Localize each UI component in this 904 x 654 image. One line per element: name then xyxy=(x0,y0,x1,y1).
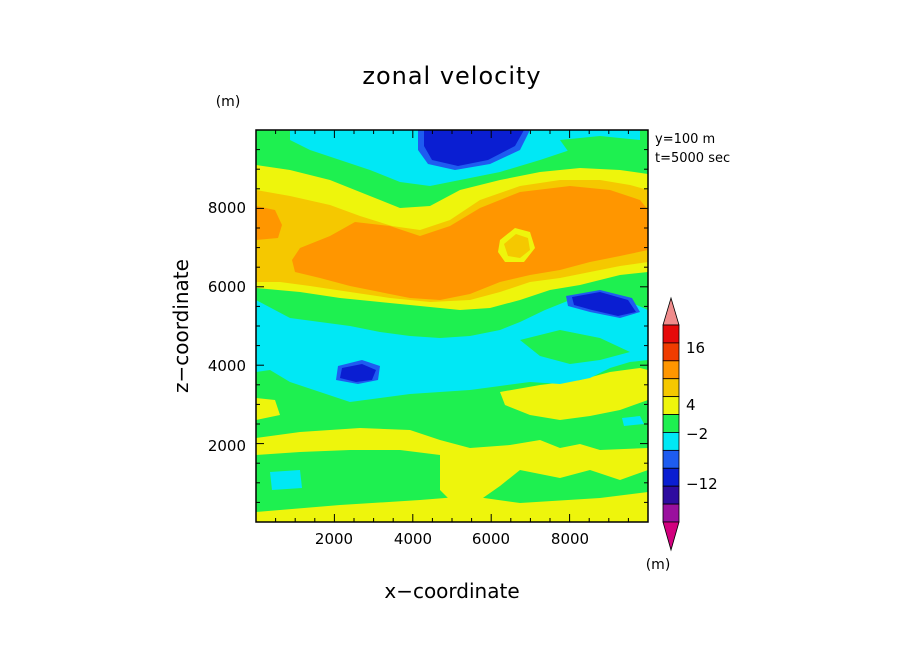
annotation-y: y=100 m xyxy=(655,132,715,147)
band-darkblue-right xyxy=(572,292,636,316)
colorbar-label: −12 xyxy=(686,475,718,493)
colorbar-segment xyxy=(662,342,680,362)
colorbar-segment xyxy=(662,449,680,469)
y-axis-title: z−coordinate xyxy=(169,259,193,393)
y-tick-label: 2000 xyxy=(208,437,246,455)
band-darkblue-top xyxy=(424,130,524,166)
x-axis-unit: (m) xyxy=(646,557,671,573)
band-yellow-mid xyxy=(500,368,648,420)
contour-field xyxy=(256,130,648,522)
colorbar-min-triangle xyxy=(662,521,680,552)
colorbar-segment xyxy=(662,432,680,451)
annotation-t: t=5000 sec xyxy=(655,151,730,166)
x-tick-labels: 2000 4000 6000 8000 xyxy=(315,530,589,548)
band-orange-inset xyxy=(504,234,530,258)
colorbar-label: 4 xyxy=(686,396,696,414)
colorbar-labels: 16 4 −2 −12 xyxy=(686,339,718,493)
band-darkblue-left xyxy=(340,364,376,382)
colorbar-segment xyxy=(662,396,680,415)
band-yellow-bottom xyxy=(256,492,648,522)
colorbar-label: −2 xyxy=(686,425,708,443)
colorbar-label: 16 xyxy=(686,339,705,357)
x-tick-label: 6000 xyxy=(472,530,510,548)
band-cyan-lower-left xyxy=(270,470,302,490)
y-tick-label: 4000 xyxy=(208,357,246,375)
band-green-top-right xyxy=(560,136,640,158)
colorbar-segment xyxy=(662,360,680,380)
band-green-patch-mid xyxy=(520,330,630,364)
minor-ticks xyxy=(256,130,648,522)
band-darkorange-left xyxy=(256,206,282,240)
x-tick-label: 2000 xyxy=(315,530,353,548)
colorbar-max-triangle xyxy=(662,296,680,326)
band-darkorange-main xyxy=(292,186,648,300)
colorbar-segment xyxy=(662,324,680,344)
x-tick-label: 8000 xyxy=(551,530,589,548)
colorbar-segment xyxy=(662,378,680,398)
x-tick-label: 4000 xyxy=(394,530,432,548)
colorbar-segment xyxy=(662,414,680,433)
y-tick-label: 6000 xyxy=(208,278,246,296)
y-tick-labels: 8000 6000 4000 2000 xyxy=(208,199,246,455)
colorbar-segment xyxy=(662,485,680,505)
y-axis-unit: (m) xyxy=(216,94,241,110)
y-tick-label: 8000 xyxy=(208,199,246,217)
colorbar-segment xyxy=(662,503,680,523)
x-axis-title: x−coordinate xyxy=(384,579,519,603)
colorbar xyxy=(662,296,680,552)
band-yellow-left xyxy=(256,398,280,420)
band-yellow-lower xyxy=(256,428,648,505)
chart-title: zonal velocity xyxy=(362,62,541,90)
band-cyan-lower-right xyxy=(622,416,644,426)
colorbar-segment xyxy=(662,467,680,487)
